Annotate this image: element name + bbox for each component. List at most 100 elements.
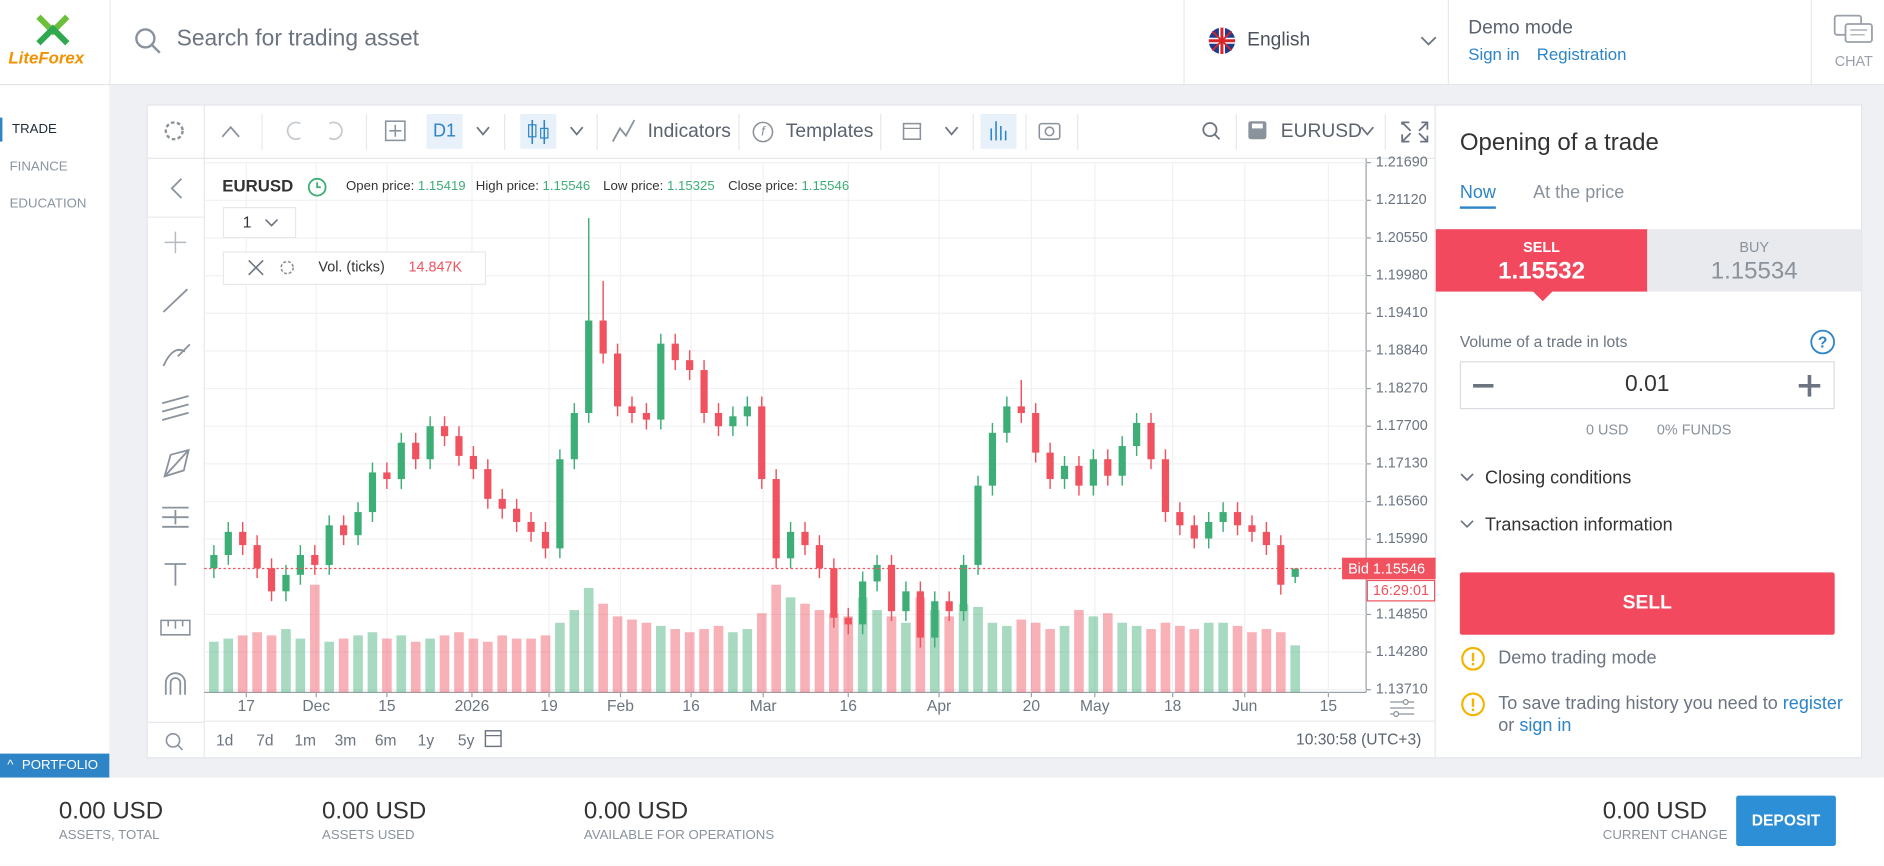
sell-button[interactable]: SELL (1459, 572, 1835, 635)
closing-conditions[interactable]: Closing conditions (1485, 468, 1632, 489)
arrow: ^ (7, 758, 14, 773)
portfolio-button[interactable]: ^ PORTFOLIO (0, 753, 110, 778)
sell-price: 1.15532 (1498, 258, 1585, 285)
y-tick-label: 1.15990 (1376, 531, 1428, 547)
candle-body (671, 343, 679, 361)
buy-price: 1.15534 (1710, 258, 1798, 285)
candle-body (1262, 531, 1270, 546)
volume-bar (872, 610, 882, 693)
period-button[interactable]: 1d (216, 733, 233, 750)
candle-body (397, 442, 405, 480)
nav-item[interactable]: TRADE (0, 117, 109, 142)
templates-button[interactable]: Templates (786, 121, 874, 142)
candle-body (887, 564, 896, 612)
volume-bar (1102, 613, 1113, 693)
volume-bar (338, 638, 349, 693)
tab[interactable]: Now (1459, 182, 1496, 209)
candle-body (383, 472, 391, 480)
period-button[interactable]: 3m (335, 733, 357, 750)
search-icon (135, 28, 161, 54)
x-tick-label: Jun (1232, 698, 1257, 715)
candle-body (1205, 521, 1213, 539)
x-tick-label: May (1080, 698, 1110, 715)
volume-bar (785, 597, 796, 693)
x-tick-label: 19 (540, 698, 557, 715)
period-button[interactable]: 1y (418, 733, 435, 750)
register-link[interactable]: register (1782, 693, 1843, 714)
candle-body (1277, 545, 1285, 585)
plus[interactable] (1798, 374, 1823, 398)
language[interactable]: English (1247, 30, 1311, 51)
bid-label: Bid 1.15546 (1348, 561, 1425, 577)
buy-box[interactable]: BUY 1.15534 (1647, 229, 1862, 292)
chat[interactable]: CHAT (1834, 52, 1873, 70)
volume-bar (1074, 610, 1084, 693)
volume-bar (1045, 629, 1055, 693)
volume-bar (266, 635, 277, 693)
candle-body (1161, 459, 1170, 513)
indicators-button[interactable]: Indicators (648, 121, 731, 142)
volume-bar (627, 619, 637, 693)
volume-bar (511, 638, 522, 693)
sell-box[interactable]: SELL 1.15532 (1435, 229, 1648, 292)
footer: 0.00 USD ASSETS, TOTAL 0.00 USD ASSETS U… (0, 777, 1884, 866)
lots-input[interactable]: 0.01 (1459, 361, 1835, 410)
timeframe[interactable]: D1 (433, 121, 456, 141)
candle-body (801, 531, 809, 546)
deposit-button[interactable]: DEPOSIT (1736, 795, 1836, 847)
period-button[interactable]: 1m (294, 733, 316, 750)
volume-bar (439, 635, 450, 693)
countdown: 16:29:01 (1373, 583, 1429, 599)
volume-bar (309, 584, 320, 693)
volume-bar (771, 584, 781, 693)
nav-item[interactable]: FINANCE (9, 159, 68, 174)
candle-body (959, 564, 968, 612)
volume-bar (1189, 629, 1200, 693)
search-input[interactable]: Search for trading asset (176, 26, 419, 52)
header: LiteForex Search for trading asset Engli… (0, 0, 1884, 86)
nav-item[interactable]: EDUCATION (9, 196, 87, 212)
logo-icon (36, 14, 70, 46)
volume-bar (410, 641, 421, 693)
transaction-info[interactable]: Transaction information (1485, 514, 1673, 536)
help-icon[interactable]: ? (1809, 329, 1835, 355)
period-button[interactable]: 7d (256, 733, 273, 750)
volume-bar (1218, 622, 1228, 693)
interval-select[interactable]: 1 (243, 214, 252, 231)
chat-icon (1833, 14, 1873, 43)
y-tick-label: 1.17130 (1376, 456, 1428, 472)
candle-body (815, 545, 824, 569)
y-tick-label: 1.20550 (1376, 230, 1428, 246)
volume-bar (1247, 632, 1257, 693)
flag-icon (1208, 27, 1236, 55)
volume-bar (526, 638, 536, 693)
period-button[interactable]: 6m (375, 733, 397, 750)
candle-body (224, 531, 232, 556)
volume-bar (598, 603, 608, 693)
volume-bar (843, 616, 854, 693)
candle-body (1017, 406, 1025, 413)
candle-body (1046, 452, 1054, 480)
registration[interactable]: Registration (1536, 44, 1627, 64)
pointer (1531, 290, 1554, 302)
volume-bar (756, 613, 767, 693)
candle-body (1219, 512, 1227, 522)
volume-bar (497, 635, 508, 693)
candle-body (945, 601, 953, 612)
volume-bar (1016, 619, 1027, 693)
volume-bar (886, 616, 897, 693)
y-tick-label: 1.14850 (1376, 606, 1428, 622)
chart-symbol: EURUSD (222, 177, 293, 196)
tab[interactable]: At the price (1533, 182, 1625, 203)
sign-in-link[interactable]: sign in (1519, 715, 1572, 736)
candle-body (340, 525, 348, 536)
candle-body (541, 531, 550, 549)
period-button[interactable]: 5y (458, 733, 475, 750)
svg-text:Open price: 1.15419: Open price: 1.15419 (346, 179, 466, 194)
svg-text:?: ? (1818, 334, 1828, 351)
symbol-selector[interactable]: EURUSD (1281, 121, 1362, 142)
minus[interactable] (1473, 377, 1495, 394)
candle-body (1032, 412, 1040, 453)
sign-in[interactable]: Sign in (1468, 44, 1520, 64)
logo-text: LiteForex (8, 48, 85, 68)
